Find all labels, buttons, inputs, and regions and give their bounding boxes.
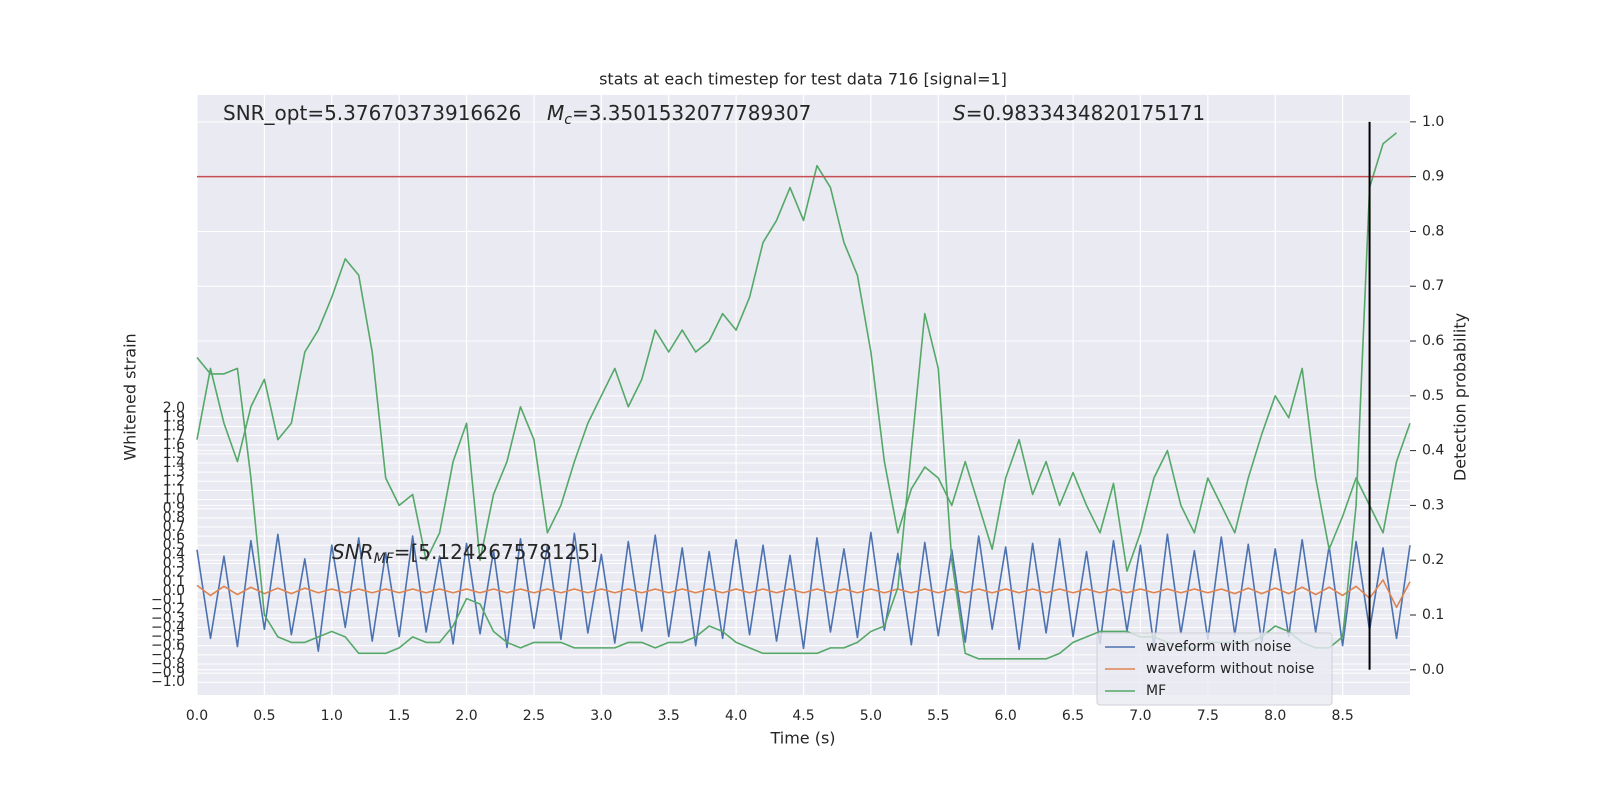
y-tick-label: −0.2 bbox=[151, 601, 185, 617]
y-tick-label: −0.5 bbox=[151, 629, 185, 645]
y-tick-label: 0.4 bbox=[163, 546, 185, 562]
annotation: S=0.9833434820175171 bbox=[953, 101, 1205, 125]
y2-tick-label: 0.3 bbox=[1422, 497, 1444, 513]
y-axis-label: Whitened strain bbox=[121, 333, 140, 460]
annotation-text: SNR_opt=5.37670373916626 bbox=[223, 101, 521, 125]
y-tick-label: −0.3 bbox=[151, 610, 185, 626]
annotation-text: =0.9833434820175171 bbox=[966, 101, 1205, 125]
y-tick-label: −1.0 bbox=[151, 674, 185, 690]
annotation-text: =3.3501532077789307 bbox=[572, 101, 811, 125]
x-tick-label: 3.0 bbox=[590, 708, 612, 724]
y-tick-label: −0.9 bbox=[151, 665, 185, 681]
annotation-symbol: SNR bbox=[332, 540, 374, 564]
x-tick-label: 8.5 bbox=[1331, 708, 1353, 724]
y2-tick-label: 0.8 bbox=[1422, 223, 1444, 239]
y-tick-label: 1.4 bbox=[163, 455, 185, 471]
y-tick-label: 2.0 bbox=[163, 400, 185, 416]
y2-tick-label: 0.0 bbox=[1422, 662, 1444, 678]
x-tick-label: 5.0 bbox=[860, 708, 882, 724]
legend-label: waveform without noise bbox=[1146, 661, 1314, 677]
legend-label: waveform with noise bbox=[1146, 639, 1291, 655]
y-tick-label: −0.6 bbox=[151, 638, 185, 654]
x-tick-label: 4.0 bbox=[725, 708, 747, 724]
y-tick-label: 0.9 bbox=[163, 501, 185, 517]
y-tick-label: −0.1 bbox=[151, 592, 185, 608]
x-tick-label: 0.0 bbox=[186, 708, 208, 724]
y-tick-label: 1.3 bbox=[163, 464, 185, 480]
x-tick-label: 7.5 bbox=[1197, 708, 1219, 724]
x-tick-label: 8.0 bbox=[1264, 708, 1286, 724]
x-tick-label: 4.5 bbox=[792, 708, 814, 724]
y-tick-label: 1.6 bbox=[163, 437, 185, 453]
y-tick-label: 0.2 bbox=[163, 565, 185, 581]
annotation: SNRMF=[5.124267578125] bbox=[332, 540, 598, 568]
y-tick-label: 0.6 bbox=[163, 528, 185, 544]
y2-tick-label: 0.5 bbox=[1422, 388, 1444, 404]
annotation-symbol: S bbox=[953, 101, 966, 125]
annotation: SNR_opt=5.37670373916626 bbox=[223, 101, 521, 125]
y-tick-label: 1.0 bbox=[163, 492, 185, 508]
y-tick-label: 0.5 bbox=[163, 537, 185, 553]
y-tick-label: 0.8 bbox=[163, 510, 185, 526]
y2-tick-label: 0.9 bbox=[1422, 169, 1444, 185]
y2-axis-label: Detection probability bbox=[1451, 313, 1470, 481]
x-tick-label: 1.5 bbox=[388, 708, 410, 724]
y2-tick-label: 0.4 bbox=[1422, 443, 1444, 459]
y-tick-label: 1.7 bbox=[163, 428, 185, 444]
y-tick-label: 1.8 bbox=[163, 419, 185, 435]
chart-title: stats at each timestep for test data 716… bbox=[599, 70, 1007, 89]
legend-frame bbox=[1096, 632, 1333, 706]
y2-tick-label: 0.7 bbox=[1422, 278, 1444, 294]
annotation: Mc=3.3501532077789307 bbox=[547, 101, 811, 129]
y-tick-label: 1.9 bbox=[163, 409, 185, 425]
annotation-subscript: c bbox=[564, 112, 572, 128]
annotation-symbol: M bbox=[547, 101, 564, 125]
y2-tick-label: 0.1 bbox=[1422, 607, 1444, 623]
y-tick-label: 1.5 bbox=[163, 446, 185, 462]
legend-label: MF bbox=[1146, 683, 1166, 699]
y-tick-label: 0.1 bbox=[163, 574, 185, 590]
x-tick-label: 5.5 bbox=[927, 708, 949, 724]
x-tick-label: 2.0 bbox=[455, 708, 477, 724]
y-tick-label: 1.1 bbox=[163, 482, 185, 498]
x-tick-label: 1.0 bbox=[321, 708, 343, 724]
annotation-subscript: MF bbox=[374, 551, 395, 567]
y-tick-label: 0.3 bbox=[163, 555, 185, 571]
y-tick-label: −0.4 bbox=[151, 619, 185, 635]
x-axis-label: Time (s) bbox=[769, 729, 835, 748]
x-tick-label: 6.5 bbox=[1062, 708, 1084, 724]
y-tick-label: −0.7 bbox=[151, 647, 185, 663]
x-tick-label: 3.5 bbox=[658, 708, 680, 724]
x-tick-label: 7.0 bbox=[1129, 708, 1151, 724]
annotation-text: =[5.124267578125] bbox=[394, 540, 598, 564]
y2-tick-label: 0.6 bbox=[1422, 333, 1444, 349]
series-line bbox=[196, 164, 1411, 572]
x-tick-label: 2.5 bbox=[523, 708, 545, 724]
y2-tick-label: 1.0 bbox=[1422, 114, 1444, 130]
y-tick-label: 0.7 bbox=[163, 519, 185, 535]
y-tick-label: 1.2 bbox=[163, 473, 185, 489]
x-tick-label: 6.0 bbox=[995, 708, 1017, 724]
y2-tick-label: 0.2 bbox=[1422, 552, 1444, 568]
y-tick-label: −0.8 bbox=[151, 656, 185, 672]
x-tick-label: 0.5 bbox=[253, 708, 275, 724]
series-line bbox=[196, 579, 1411, 609]
y-tick-label: 0.0 bbox=[163, 583, 185, 599]
